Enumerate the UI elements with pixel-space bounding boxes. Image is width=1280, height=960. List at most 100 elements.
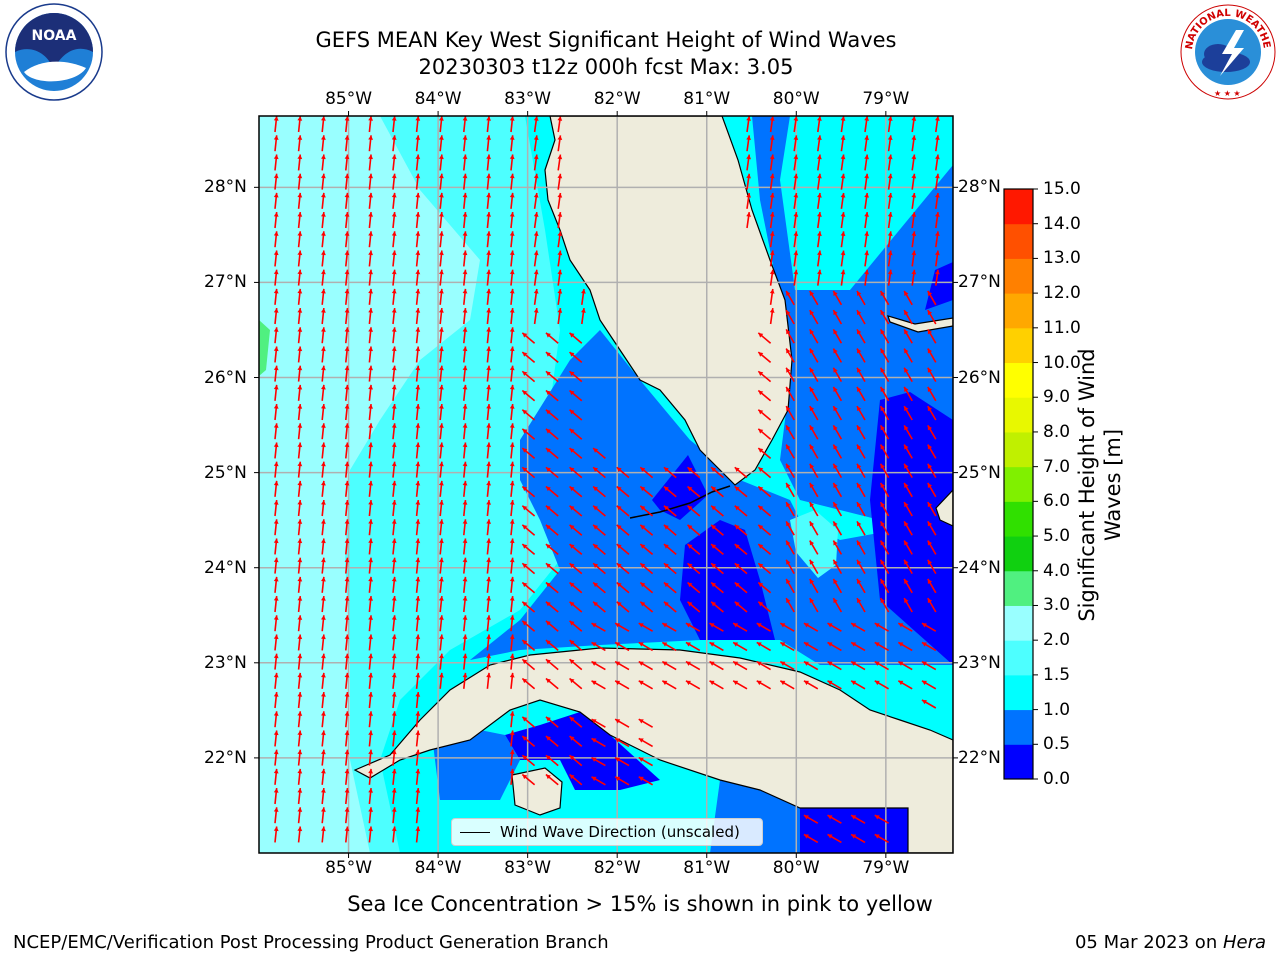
wind-wave-arrow <box>321 538 326 555</box>
wind-wave-arrow <box>864 231 869 248</box>
wind-wave-arrow <box>903 328 913 344</box>
wind-wave-arrow <box>793 212 799 229</box>
wind-wave-arrow <box>887 173 893 190</box>
wind-wave-arrow <box>273 250 279 267</box>
colorbar-segment <box>1004 501 1033 537</box>
wind-wave-arrow <box>439 154 444 171</box>
wind-wave-arrow <box>273 442 279 459</box>
wind-wave-arrow <box>663 562 677 575</box>
wind-wave-arrow <box>732 622 748 632</box>
colorbar-segment <box>1004 293 1033 329</box>
wind-wave-arrow <box>663 524 677 536</box>
wind-wave-arrow <box>415 173 421 190</box>
wind-wave-arrow <box>509 768 515 785</box>
wind-wave-arrow <box>368 711 373 728</box>
contour-0p5-1p0-straits <box>680 520 775 640</box>
wind-wave-arrow <box>785 540 795 555</box>
wind-wave-arrow <box>297 615 303 632</box>
wind-wave-arrow <box>769 250 775 267</box>
colorbar-tick-label: 3.0 <box>1043 595 1071 616</box>
wind-wave-arrow <box>462 250 468 267</box>
wind-wave-arrow <box>273 807 279 824</box>
wind-wave-arrow <box>368 672 373 689</box>
wind-wave-arrow <box>415 269 421 286</box>
wind-wave-arrow <box>903 290 913 306</box>
wind-wave-arrow <box>391 730 397 747</box>
wind-wave-arrow <box>769 288 775 305</box>
wind-wave-arrow <box>746 173 751 190</box>
wind-wave-arrow <box>864 250 869 267</box>
wind-wave-arrow <box>927 540 937 555</box>
wind-wave-arrow <box>415 538 421 555</box>
wind-wave-arrow <box>462 135 468 152</box>
colorbar-segment <box>1004 431 1033 468</box>
wind-wave-arrow <box>592 485 606 498</box>
wind-wave-arrow <box>521 447 536 460</box>
wind-wave-arrow <box>415 788 421 805</box>
wind-wave-arrow <box>415 576 421 593</box>
wind-wave-arrow <box>785 405 795 421</box>
wind-wave-arrow <box>809 424 819 440</box>
wind-wave-arrow <box>344 672 350 689</box>
wind-wave-arrow <box>856 444 866 459</box>
colorbar-tick-label: 5.0 <box>1043 526 1071 547</box>
wind-wave-arrow <box>321 250 326 267</box>
wind-wave-arrow <box>685 680 701 690</box>
wind-wave-arrow <box>785 386 795 402</box>
wind-wave-arrow <box>840 250 846 267</box>
wind-wave-arrow <box>897 680 913 690</box>
wind-wave-arrow <box>521 581 536 594</box>
wind-wave-arrow <box>903 540 913 555</box>
wind-wave-arrow <box>344 404 350 421</box>
wind-wave-arrow <box>874 814 889 824</box>
wind-wave-arrow <box>803 814 819 824</box>
wind-wave-arrow <box>809 328 819 344</box>
wind-wave-arrow <box>462 500 468 517</box>
wind-wave-arrow <box>321 461 326 478</box>
footer-date: 05 Mar 2023 <box>1074 932 1190 953</box>
wind-wave-arrow <box>297 442 303 459</box>
wind-wave-arrow <box>785 328 795 344</box>
wind-wave-arrow <box>757 505 772 517</box>
wind-wave-arrow <box>757 409 772 421</box>
wind-wave-arrow <box>709 641 724 652</box>
wind-wave-arrow <box>297 749 303 766</box>
wind-wave-arrow <box>856 328 866 344</box>
wind-wave-arrow <box>840 116 846 133</box>
wind-wave-arrow <box>321 116 326 133</box>
wind-wave-arrow <box>344 634 350 651</box>
land-bahamas-north <box>887 315 953 333</box>
wind-wave-arrow <box>927 405 937 421</box>
lon-tick-label: 85°W <box>325 858 373 878</box>
wind-wave-arrow <box>297 231 303 248</box>
wind-wave-arrow <box>887 135 893 152</box>
wind-wave-arrow <box>486 384 491 401</box>
wind-wave-arrow <box>927 328 937 344</box>
lon-tick-label: 81°W <box>683 858 731 878</box>
wind-wave-arrow <box>439 576 444 593</box>
wind-wave-arrow <box>368 500 373 517</box>
wind-wave-arrow <box>856 424 866 440</box>
wind-wave-arrow <box>533 135 539 152</box>
wind-wave-arrow <box>321 596 326 613</box>
wind-wave-arrow <box>415 749 421 766</box>
contour-0p5-1p0-east <box>870 392 953 665</box>
colorbar-segment <box>1004 709 1033 745</box>
wind-wave-arrow <box>415 480 421 497</box>
wind-wave-arrow <box>879 463 890 479</box>
wind-wave-arrow <box>874 680 889 690</box>
wind-wave-arrow <box>439 596 444 613</box>
wind-wave-arrow <box>911 231 917 248</box>
wind-wave-arrow <box>817 154 822 171</box>
wind-wave-arrow <box>545 735 559 748</box>
wind-wave-arrow <box>368 135 373 152</box>
wind-wave-arrow <box>509 308 515 325</box>
wind-wave-arrow <box>321 212 326 229</box>
wind-wave-arrow <box>415 596 421 613</box>
wind-wave-arrow <box>785 559 795 574</box>
wind-wave-arrow <box>793 154 799 171</box>
wind-wave-arrow <box>462 192 468 209</box>
wind-wave-arrow <box>687 485 701 498</box>
wind-wave-arrow <box>391 519 397 536</box>
wind-wave-arrow <box>557 288 563 305</box>
